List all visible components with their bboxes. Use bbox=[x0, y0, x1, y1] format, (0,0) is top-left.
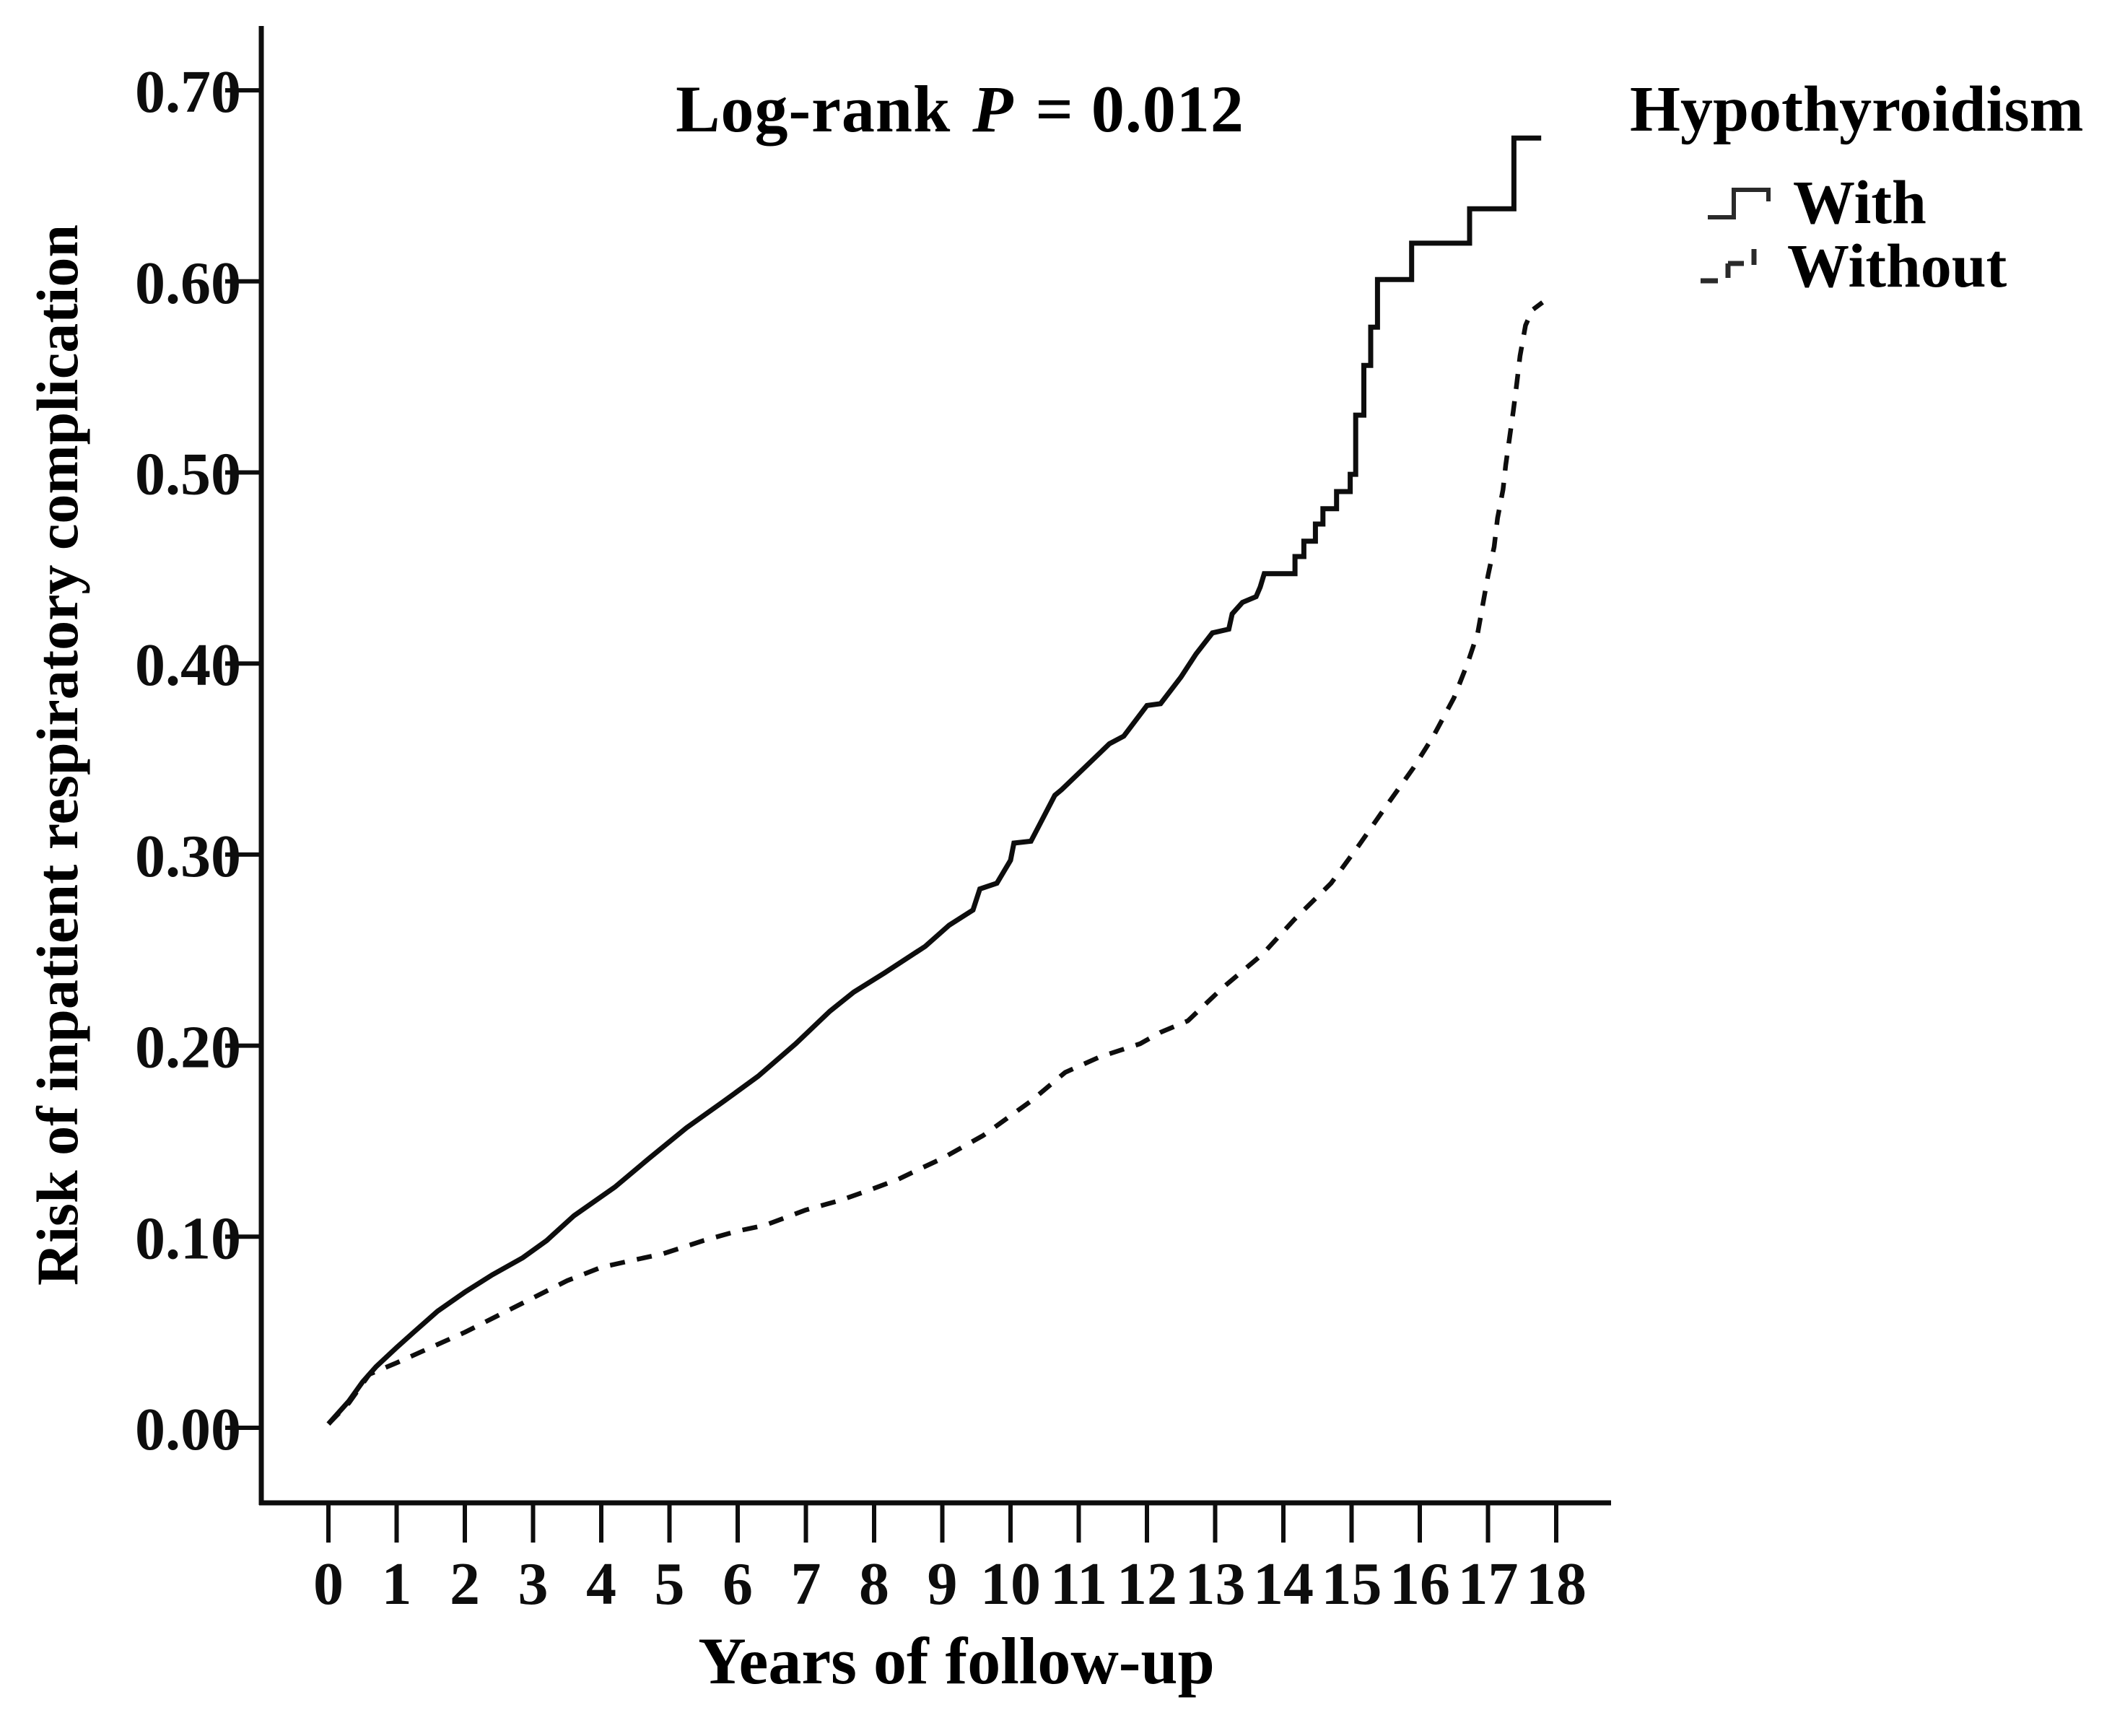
y-axis-title: Risk of inpatient respiratory complicati… bbox=[25, 224, 90, 1286]
x-axis-title: Years of follow-up bbox=[698, 1624, 1215, 1698]
x-tick-label: 16 bbox=[1389, 1550, 1450, 1618]
logrank-value: = 0.012 bbox=[1035, 72, 1244, 146]
x-tick-label: 6 bbox=[723, 1550, 753, 1618]
x-tick-label: 12 bbox=[1117, 1550, 1177, 1618]
x-tick-label: 0 bbox=[313, 1550, 344, 1618]
y-axis-ticks: 0.00 0.10 0.20 0.30 0.40 0.50 0.60 0.70 bbox=[135, 58, 261, 1463]
logrank-annotation: Log-rank P = 0.012 bbox=[676, 71, 1244, 147]
solid-step-line-icon bbox=[1708, 188, 1771, 219]
x-tick-label: 2 bbox=[450, 1550, 480, 1618]
x-tick-label: 10 bbox=[980, 1550, 1041, 1618]
y-tick-label: 0.10 bbox=[135, 1205, 241, 1272]
x-tick-label: 13 bbox=[1185, 1550, 1246, 1618]
legend-label-without: Without bbox=[1787, 231, 2007, 300]
x-tick-label: 3 bbox=[518, 1550, 549, 1618]
y-tick-label: 0.20 bbox=[135, 1014, 241, 1081]
series-with-line bbox=[326, 135, 1542, 1426]
logrank-p-symbol: P bbox=[972, 72, 1014, 146]
x-tick-label: 8 bbox=[859, 1550, 889, 1618]
x-tick-label: 9 bbox=[928, 1550, 958, 1618]
x-tick-label: 17 bbox=[1458, 1550, 1519, 1618]
x-axis-ticks: 0 1 2 3 4 5 6 7 8 9 10 11 12 13 14 15 16 17 18 bbox=[313, 1503, 1587, 1618]
x-tick-label: 14 bbox=[1253, 1550, 1314, 1618]
y-tick-label: 0.70 bbox=[135, 58, 241, 126]
x-tick-label: 7 bbox=[791, 1550, 821, 1618]
legend: Hypothyroidism With Without bbox=[1630, 72, 2106, 300]
x-tick-label: 11 bbox=[1050, 1550, 1107, 1618]
x-tick-label: 18 bbox=[1526, 1550, 1587, 1618]
y-tick-label: 0.40 bbox=[135, 632, 241, 699]
legend-item-without: Without bbox=[1699, 231, 2106, 300]
legend-label-with: With bbox=[1793, 167, 1926, 237]
x-tick-label: 4 bbox=[586, 1550, 616, 1618]
legend-item-with: With bbox=[1705, 167, 2106, 237]
series-without-line bbox=[326, 300, 1545, 1426]
y-tick-label: 0.00 bbox=[135, 1396, 241, 1463]
y-tick-label: 0.50 bbox=[135, 441, 241, 508]
x-tick-label: 5 bbox=[655, 1550, 685, 1618]
y-tick-label: 0.60 bbox=[135, 250, 241, 317]
x-tick-label: 1 bbox=[382, 1550, 412, 1618]
legend-title: Hypothyroidism bbox=[1630, 74, 2084, 145]
x-tick-label: 15 bbox=[1322, 1550, 1382, 1618]
logrank-prefix: Log-rank bbox=[676, 72, 951, 146]
y-tick-label: 0.30 bbox=[135, 823, 241, 890]
dashed-step-line-icon bbox=[1701, 249, 1757, 284]
